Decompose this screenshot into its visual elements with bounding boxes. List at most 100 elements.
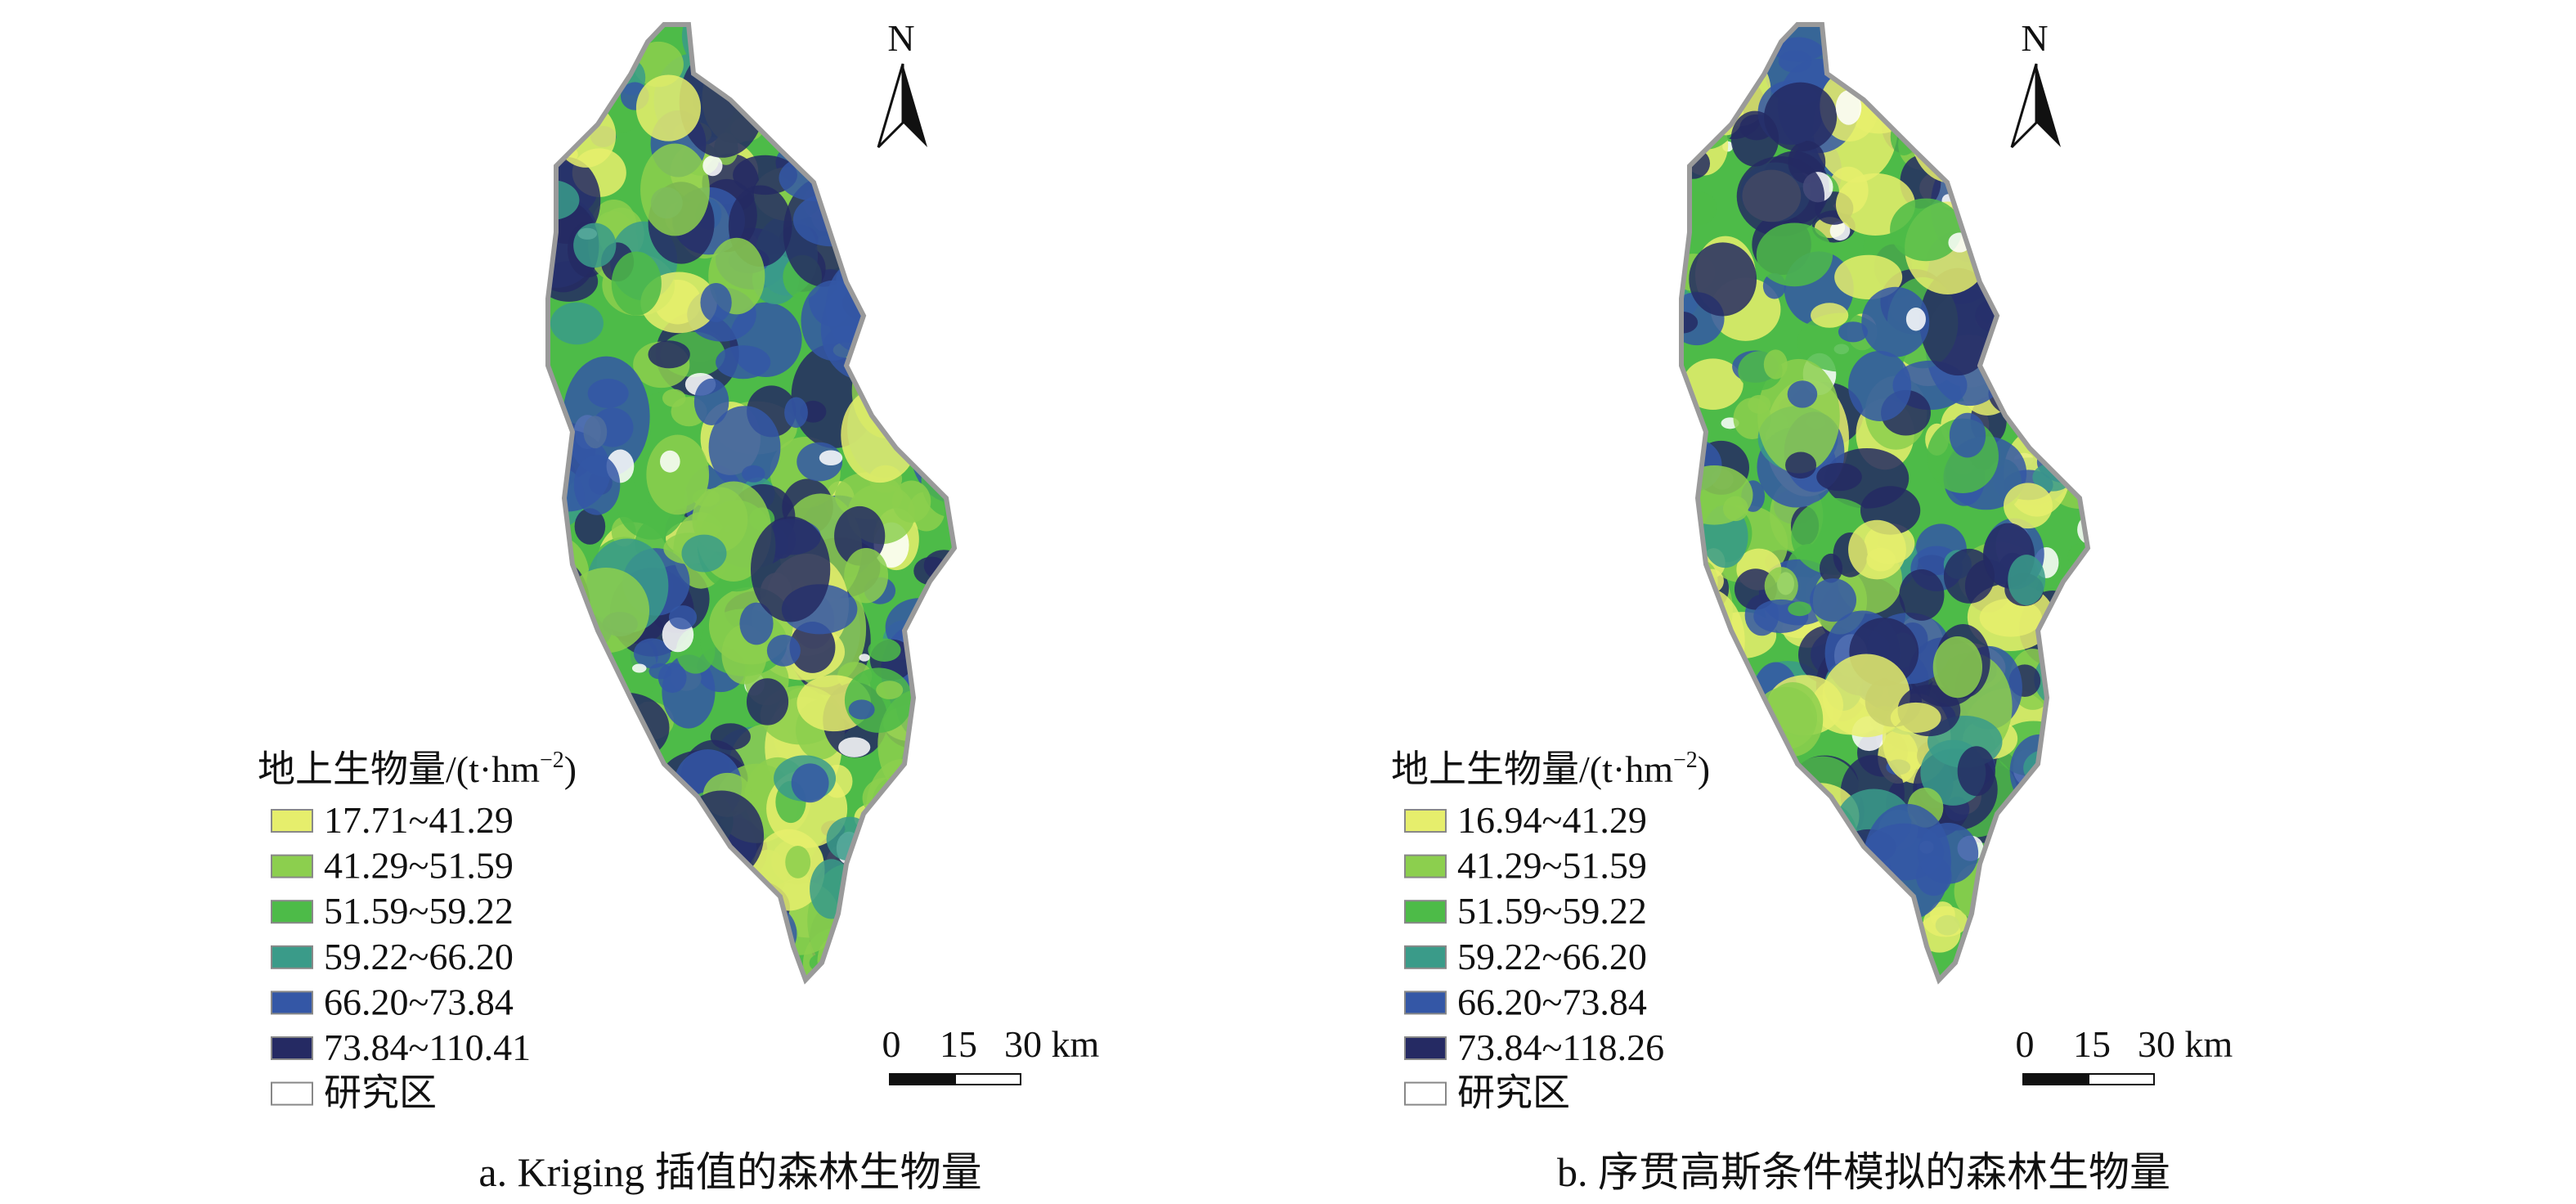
patch	[1949, 412, 1986, 458]
patch	[1788, 601, 1812, 617]
patch	[1922, 88, 1939, 101]
scale-bar-white	[954, 1073, 1021, 1085]
patch	[1963, 199, 1995, 220]
patch	[1763, 349, 1788, 380]
patch	[882, 195, 916, 218]
patch	[1681, 961, 1709, 980]
patch	[1816, 462, 1862, 492]
patch	[784, 397, 808, 429]
patch	[2037, 206, 2051, 216]
patch	[879, 259, 931, 308]
biomass-patches	[1681, 25, 2088, 980]
patch	[654, 779, 668, 794]
legend-swatch	[1404, 900, 1447, 924]
legend-title-sup: −2	[1673, 748, 1698, 773]
patch	[906, 792, 954, 867]
patch	[2039, 768, 2088, 870]
patch	[766, 635, 801, 667]
patch	[1698, 727, 1731, 748]
scale-label: 30 km	[2138, 1023, 2233, 1065]
patch	[583, 703, 642, 760]
patch	[844, 547, 889, 604]
patch	[1968, 169, 2022, 209]
patch	[1999, 168, 2069, 231]
patch	[1890, 198, 1963, 262]
patch	[867, 113, 947, 206]
patch	[884, 847, 903, 868]
patch	[896, 759, 954, 835]
scale-label: 0	[882, 1023, 901, 1065]
patch	[548, 643, 608, 728]
patch	[693, 378, 729, 425]
patch	[633, 638, 671, 669]
patch	[1810, 578, 1857, 622]
patch	[1754, 808, 1833, 916]
patch	[1957, 746, 1995, 797]
legend-label: 66.20~73.84	[324, 981, 514, 1022]
patch	[548, 642, 589, 679]
patch	[549, 693, 600, 747]
patch	[1896, 70, 1941, 117]
patch	[848, 699, 875, 720]
patch	[1681, 789, 1761, 863]
patch	[1715, 842, 1775, 919]
patch	[1807, 950, 1866, 980]
patch	[884, 815, 915, 847]
patch	[1835, 90, 1862, 125]
patch	[913, 149, 954, 194]
patch	[2056, 197, 2088, 276]
patch	[915, 65, 949, 97]
patch	[1972, 25, 2027, 83]
study-area-map	[506, 0, 995, 1009]
patch	[1988, 25, 2015, 53]
patch	[739, 602, 774, 645]
patch	[892, 923, 954, 980]
patch	[808, 25, 881, 62]
patch	[640, 143, 710, 236]
legend-label: 41.29~51.59	[324, 845, 514, 887]
patch	[1820, 25, 1879, 73]
patch	[1861, 286, 1930, 357]
patch	[1993, 25, 2005, 31]
patch	[870, 881, 899, 920]
patch	[1825, 867, 1865, 897]
patch	[743, 928, 795, 980]
legend-label: 41.29~51.59	[1457, 845, 1647, 887]
legend-swatch	[271, 945, 313, 969]
patch	[548, 25, 564, 43]
legend-swatch	[271, 991, 313, 1015]
patch	[1822, 941, 1850, 965]
patch	[714, 923, 767, 958]
patch	[2035, 882, 2083, 926]
patch	[1875, 25, 1902, 43]
patch	[1917, 822, 1979, 884]
scale-label: 15	[2073, 1023, 2111, 1065]
patch	[1923, 33, 1986, 81]
patch	[1731, 56, 1745, 70]
patch	[548, 89, 573, 116]
patch	[875, 213, 953, 263]
patch	[1681, 83, 1720, 113]
patch	[666, 866, 738, 927]
patch	[1681, 649, 1711, 705]
patch	[644, 938, 684, 980]
patch	[1866, 547, 1896, 572]
patch	[801, 66, 885, 126]
patch	[885, 960, 915, 980]
patch	[1890, 702, 1941, 733]
patch	[1905, 308, 1926, 331]
legend-swatch	[271, 900, 313, 924]
patch	[2058, 891, 2088, 941]
patch	[859, 654, 870, 662]
patch	[2023, 749, 2072, 788]
patch	[1880, 73, 1908, 98]
patch	[776, 75, 860, 128]
patch	[2063, 461, 2088, 483]
patch	[863, 193, 927, 243]
patch	[2053, 313, 2088, 371]
north-arrow-left	[877, 63, 904, 149]
patch	[828, 58, 875, 92]
legend-label: 73.84~110.41	[324, 1027, 531, 1068]
patch	[1785, 452, 1817, 479]
